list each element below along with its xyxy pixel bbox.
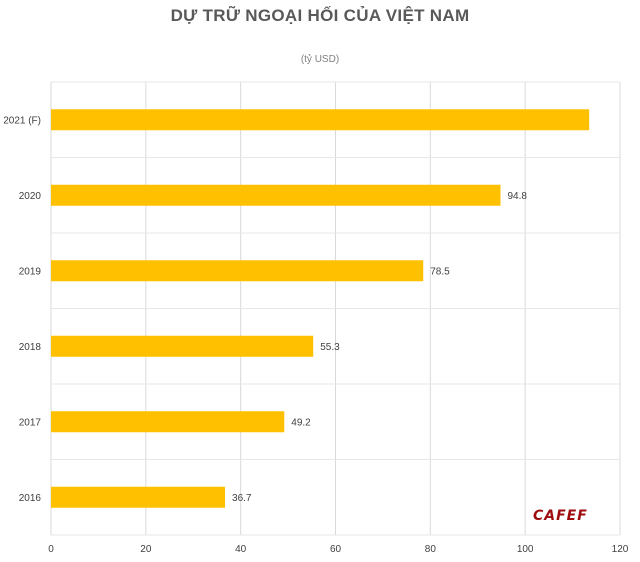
data-label: 36.7 <box>232 493 252 504</box>
bar <box>51 109 590 131</box>
bar <box>51 486 226 508</box>
cafef-logo: CAFEF <box>533 508 588 524</box>
data-label: 49.2 <box>291 417 311 428</box>
category-label: 2017 <box>19 417 42 428</box>
x-tick-label: 60 <box>330 544 342 555</box>
bar <box>51 184 501 206</box>
chart-subtitle: (tỷ USD) <box>300 54 340 65</box>
data-label: 55.3 <box>320 342 340 353</box>
x-tick-label: 40 <box>235 544 247 555</box>
x-tick-label: 100 <box>517 544 534 555</box>
category-label: 2018 <box>19 342 42 353</box>
bar <box>51 260 424 282</box>
x-tick-label: 120 <box>612 544 629 555</box>
bar <box>51 411 285 433</box>
chart-title: DỰ TRỮ NGOẠI HỐI CỦA VIỆT NAM <box>170 6 470 25</box>
category-label: 2019 <box>19 266 42 277</box>
category-label: 2021 (F) <box>3 115 41 126</box>
x-tick-label: 20 <box>140 544 152 555</box>
category-label: 2016 <box>19 493 42 504</box>
x-tick-label: 0 <box>48 544 54 555</box>
category-label: 2020 <box>19 191 42 202</box>
bar <box>51 335 314 357</box>
data-label: 94.8 <box>508 191 528 202</box>
data-label: 78.5 <box>430 266 450 277</box>
x-tick-label: 80 <box>425 544 437 555</box>
